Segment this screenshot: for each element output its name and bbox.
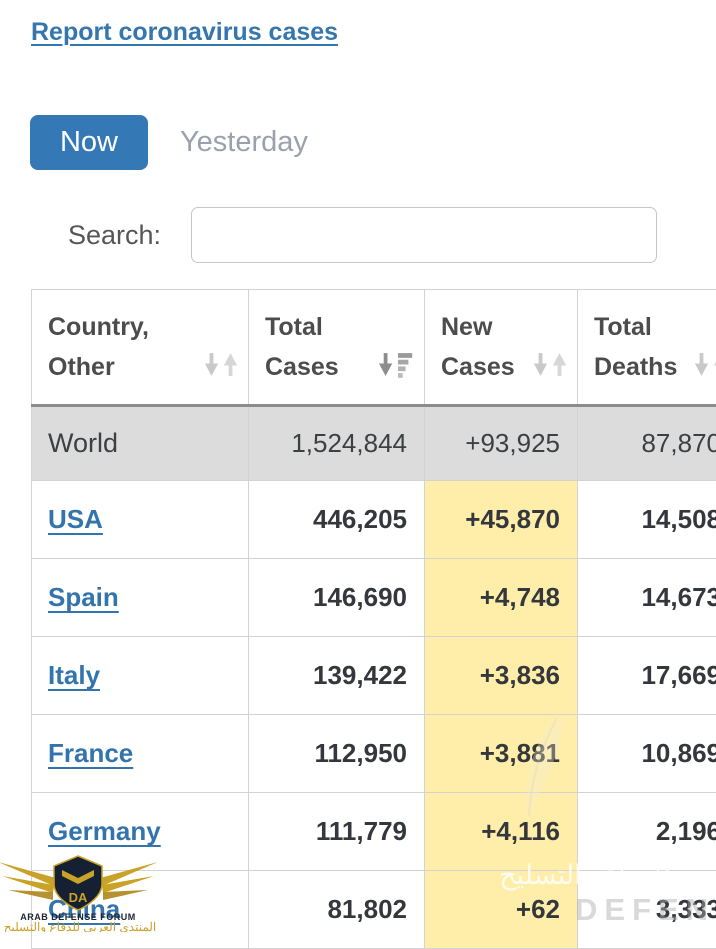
germany-new-cases: +4,116 <box>425 793 578 871</box>
header-line: Total <box>265 307 424 347</box>
country-link-china[interactable]: China <box>48 894 120 924</box>
table-row-spain: Spain 146,690 +4,748 14,673 <box>32 559 716 637</box>
table-row-china: China 81,802 +62 3,333 <box>32 871 716 949</box>
search-input[interactable] <box>191 207 657 263</box>
china-total-deaths: 3,333 <box>578 871 716 949</box>
header-new-cases[interactable]: New Cases <box>425 290 578 406</box>
table-row-germany: Germany 111,779 +4,116 2,196 <box>32 793 716 871</box>
spain-new-cases: +4,748 <box>425 559 578 637</box>
spain-total-deaths: 14,673 <box>578 559 716 637</box>
germany-total-deaths: 2,196 <box>578 793 716 871</box>
table-row-world: World 1,524,844 +93,925 87,870 <box>32 406 716 481</box>
cases-table: Country, Other Total Cases <box>31 289 716 949</box>
china-total-cases: 81,802 <box>249 871 425 949</box>
country-link-germany[interactable]: Germany <box>48 816 161 846</box>
france-total-deaths: 10,869 <box>578 715 716 793</box>
header-line: Total <box>594 307 716 347</box>
search-label: Search: <box>68 207 161 263</box>
france-total-cases: 112,950 <box>249 715 425 793</box>
spain-total-cases: 146,690 <box>249 559 425 637</box>
world-new-cases: +93,925 <box>425 406 578 481</box>
header-total-deaths[interactable]: Total Deaths <box>578 290 716 406</box>
table-row-france: France 112,950 +3,881 10,869 <box>32 715 716 793</box>
sort-desc-active-icon <box>378 351 416 378</box>
table-row-italy: Italy 139,422 +3,836 17,669 <box>32 637 716 715</box>
table-header-row: Country, Other Total Cases <box>32 290 716 406</box>
country-link-usa[interactable]: USA <box>48 504 103 534</box>
world-total-cases: 1,524,844 <box>249 406 425 481</box>
usa-total-cases: 446,205 <box>249 481 425 559</box>
world-total-deaths: 87,870 <box>578 406 716 481</box>
usa-total-deaths: 14,508 <box>578 481 716 559</box>
country-link-italy[interactable]: Italy <box>48 660 100 690</box>
italy-total-cases: 139,422 <box>249 637 425 715</box>
usa-new-cases: +45,870 <box>425 481 578 559</box>
header-line: New <box>441 307 577 347</box>
sort-both-icon <box>531 351 569 378</box>
header-country-other[interactable]: Country, Other <box>32 290 249 406</box>
header-line: Country, <box>48 307 248 347</box>
header-total-cases[interactable]: Total Cases <box>249 290 425 406</box>
sort-both-icon <box>202 351 240 378</box>
tab-now-button[interactable]: Now <box>30 115 148 170</box>
country-link-spain[interactable]: Spain <box>48 582 119 612</box>
italy-total-deaths: 17,669 <box>578 637 716 715</box>
france-new-cases: +3,881 <box>425 715 578 793</box>
sort-both-icon <box>692 351 716 378</box>
row-label-world: World <box>48 428 118 458</box>
report-cases-link[interactable]: Report coronavirus cases <box>31 18 338 47</box>
country-link-france[interactable]: France <box>48 738 133 768</box>
china-new-cases: +62 <box>425 871 578 949</box>
table-row-usa: USA 446,205 +45,870 14,508 <box>32 481 716 559</box>
tab-yesterday[interactable]: Yesterday <box>180 115 308 170</box>
italy-new-cases: +3,836 <box>425 637 578 715</box>
germany-total-cases: 111,779 <box>249 793 425 871</box>
